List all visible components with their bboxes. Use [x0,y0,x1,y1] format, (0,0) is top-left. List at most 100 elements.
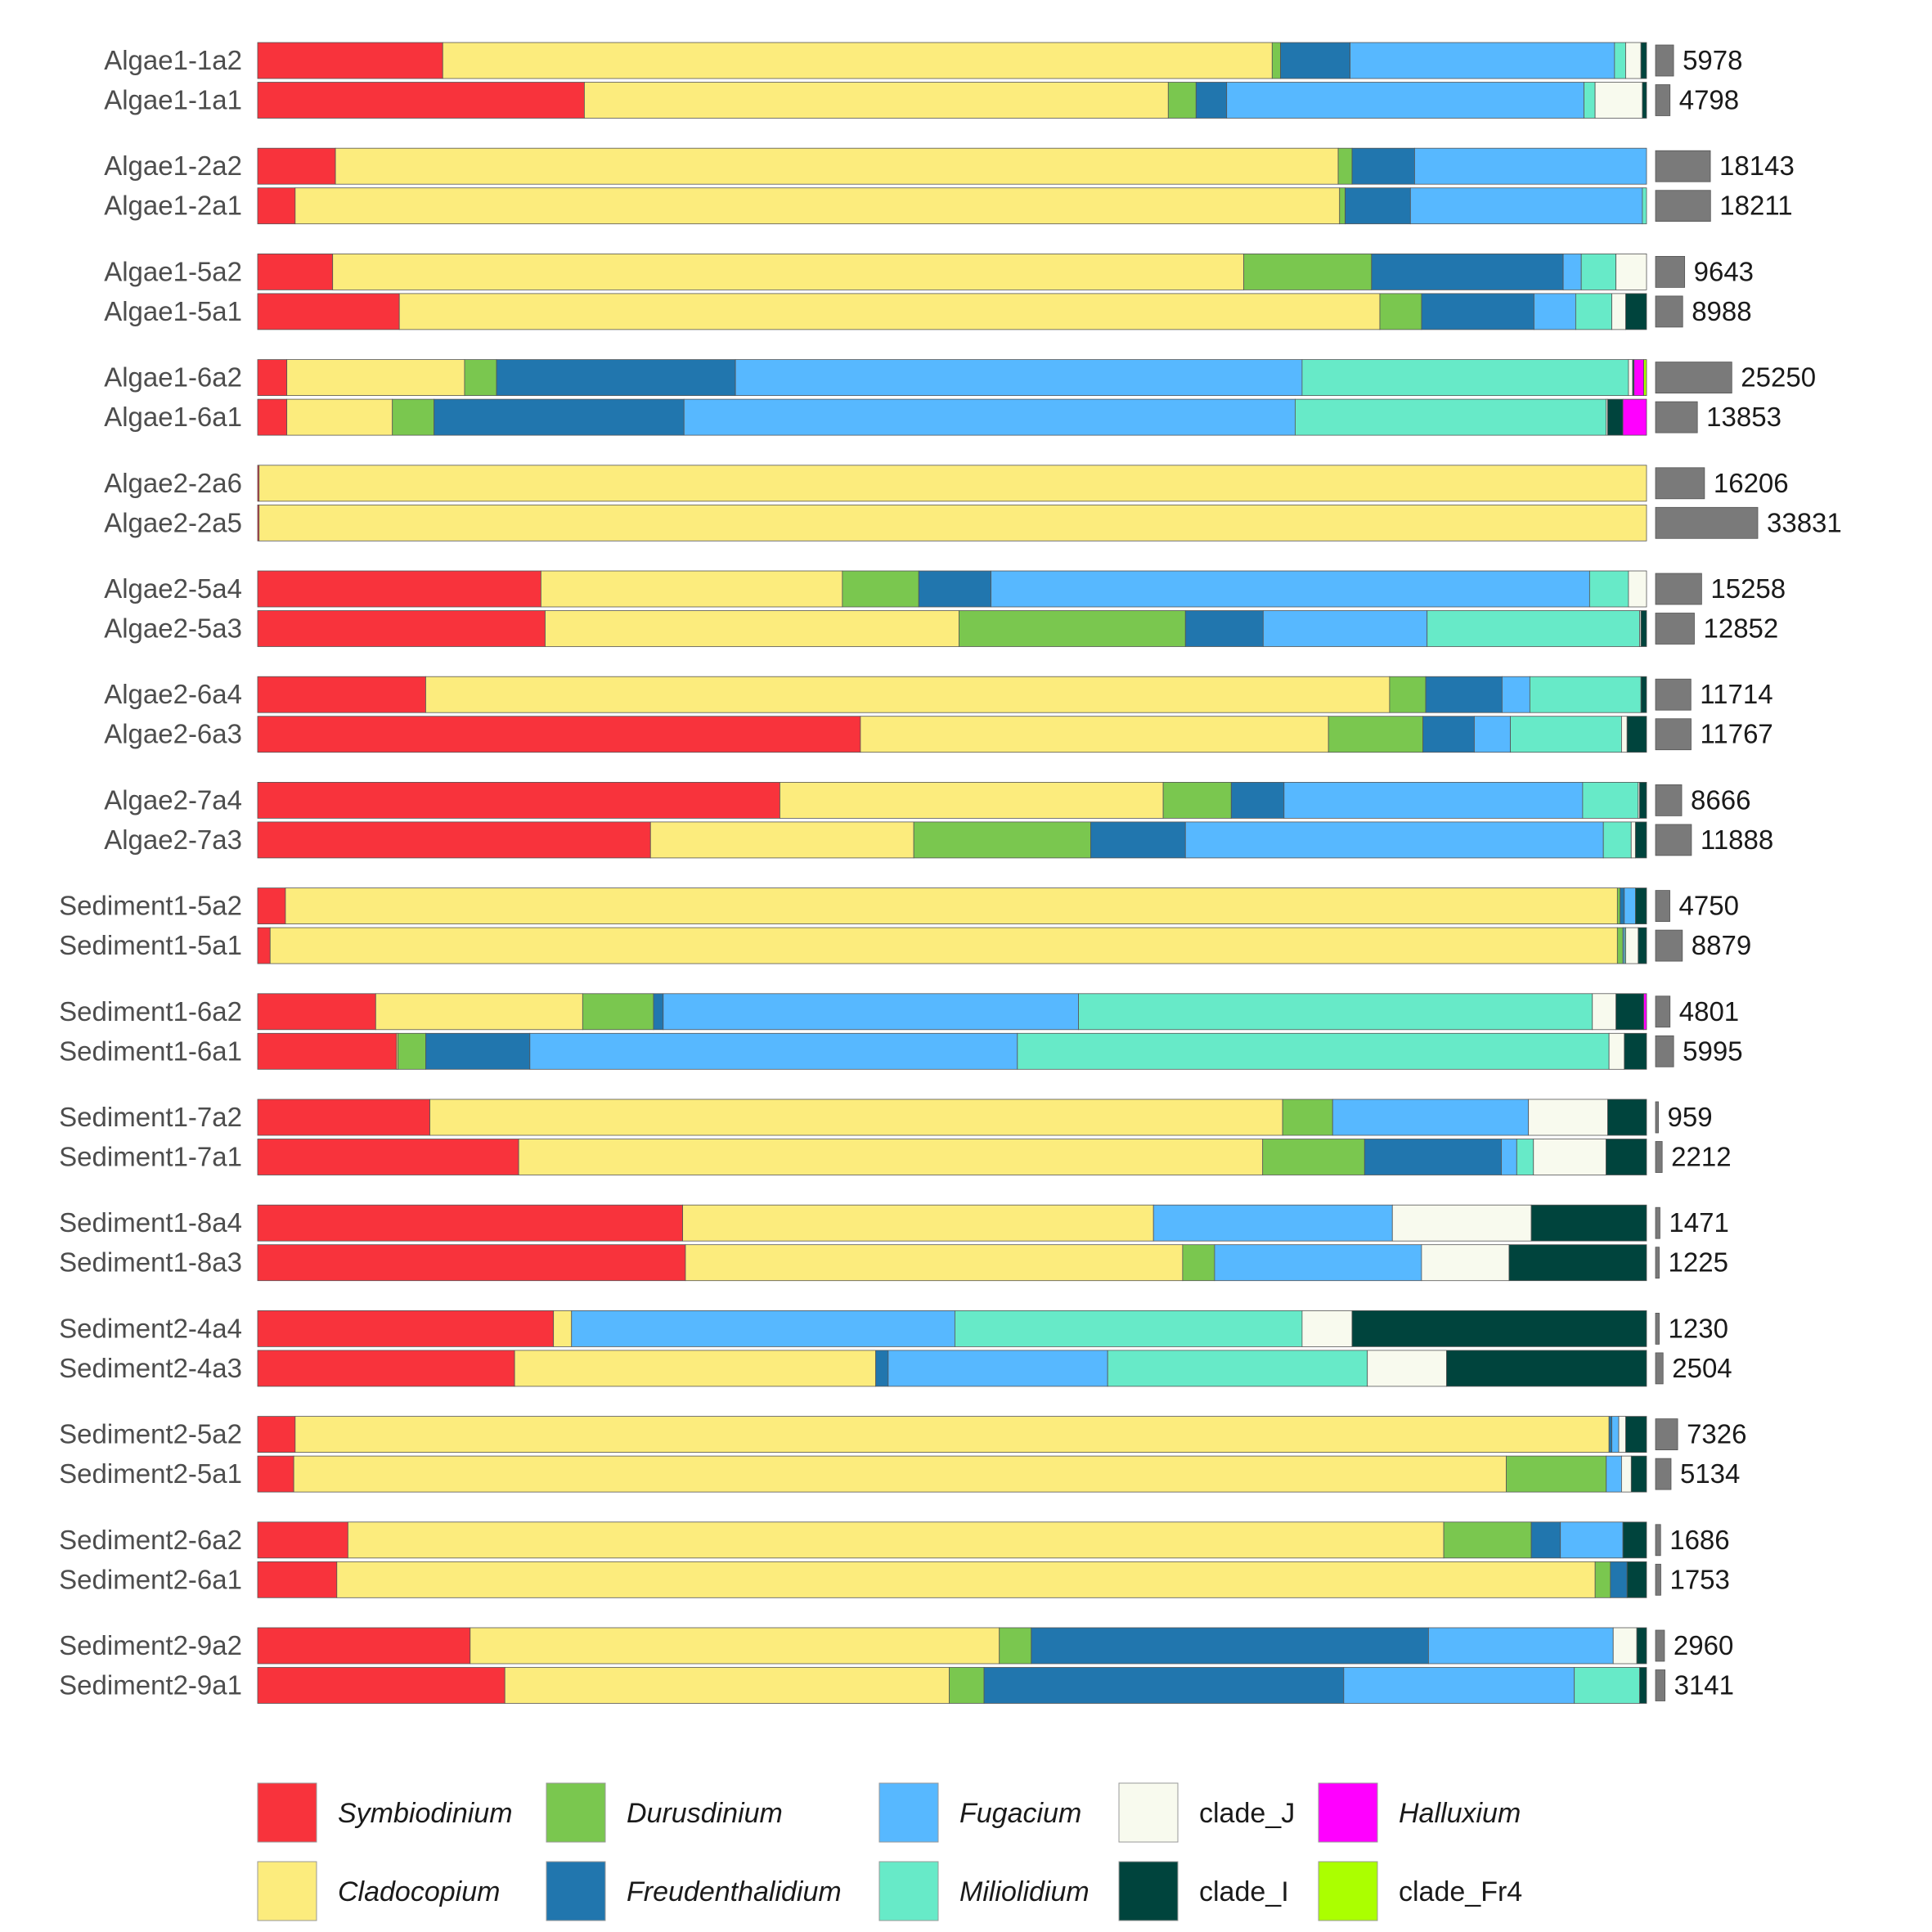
bar-segment-clade_j [1630,821,1636,859]
bar-segment-fugacium [1214,1244,1422,1282]
bar-segment-clade_i [1638,927,1647,964]
bar-segment-miliolidium [1078,993,1593,1031]
bar-segment-clade_j [1612,1627,1638,1665]
bar-segment-freudenthalidium [1184,610,1264,647]
count-label: 959 [1668,1102,1713,1132]
count-bar [1655,678,1692,711]
bar-segment-cladocopium [294,1416,1610,1453]
bar-segment-miliolidium [1614,42,1626,79]
sample-label: Sediment1-6a2 [59,996,242,1027]
bar-segment-clade_i [1640,42,1647,79]
legend-item: clade_Fr4 [1318,1861,1522,1921]
count-bar [1655,150,1711,182]
bar-segment-cladocopium [860,716,1329,753]
count-bar [1655,1669,1666,1701]
count-label: 3141 [1674,1670,1734,1701]
count-bar [1655,1101,1659,1134]
bar-segment-miliolidium [1580,253,1617,290]
sample-label: Algae1-6a1 [104,402,242,432]
bar-segment-clade_i [1642,82,1647,119]
count-label: 2504 [1672,1353,1732,1383]
bar-segment-clade_j [1301,1310,1353,1347]
bar-segment-freudenthalidium [1608,1416,1612,1453]
bar-segment-symbiodinium [257,1521,348,1559]
bar-segment-cladocopium [258,465,1647,502]
sample-label: Sediment2-9a2 [59,1630,242,1660]
count-bar [1655,255,1686,288]
legend-item: Fugacium [878,1782,1081,1843]
bar-segment-freudenthalidium [1425,676,1503,713]
sample-row: Algae2-7a4 8666 [104,782,1750,819]
bar-segment-freudenthalidium [875,1350,889,1387]
bar-segment-durusdinium [1443,1521,1532,1559]
bar-segment-symbiodinium [257,1204,683,1242]
bar-segment-fugacium [1611,1416,1620,1453]
bar-segment-freudenthalidium [1610,1561,1628,1598]
bar-segment-durusdinium [1282,1099,1333,1136]
count-label: 4798 [1679,85,1739,115]
bar-segment-durusdinium [959,610,1186,647]
bar-segment-clade_j [1611,293,1626,330]
sample-row: Algae1-6a1 13853 [104,398,1781,436]
bar-segment-cladocopium [347,1521,1445,1559]
bar-segment-symbiodinium [257,821,651,859]
bar-segment-durusdinium [1616,927,1624,964]
bar-segment-cladocopium [335,147,1339,185]
bar-segment-freudenthalidium [1620,887,1625,924]
bar-segment-clade_i [1446,1350,1647,1387]
bar-segment-symbiodinium [257,1667,505,1704]
bar-segment-halluxium [1622,398,1647,436]
bar-segment-durusdinium [582,993,654,1031]
bar-segment-fugacium [529,1032,1018,1070]
bar-segment-fugacium [571,1310,955,1347]
legend-label: Miliolidium [959,1876,1090,1907]
legend-item: Miliolidium [878,1861,1090,1921]
bar-segment-durusdinium [1243,253,1373,290]
bar-segment-symbiodinium [257,1139,519,1175]
sample-row: Algae2-7a3 11888 [104,821,1773,859]
bar-segment-miliolidium [1295,398,1607,436]
bar-segment-clade_j [1533,1139,1606,1175]
count-label: 4750 [1679,891,1739,921]
bar-segment-symbiodinium [257,927,271,964]
count-label: 1753 [1669,1564,1729,1594]
bar-segment-fugacium [1502,676,1530,713]
bar-segment-freudenthalidium [434,398,685,436]
legend-label: Fugacium [959,1798,1081,1829]
bar-segment-clade_i [1640,676,1647,713]
legend-label: clade_J [1199,1798,1295,1829]
sample-row: Sediment2-5a1 5134 [59,1455,1740,1493]
count-bar [1655,1313,1660,1345]
bar-segment-durusdinium [999,1627,1032,1665]
bar-segment-durusdinium [1262,1139,1365,1175]
sample-row: Algae2-6a4 11714 [104,676,1773,713]
bar-segment-fugacium [887,1350,1108,1387]
sample-row: Sediment1-7a1 2212 [59,1139,1732,1175]
bar-segment-cladocopium [286,359,465,397]
count-label: 2212 [1671,1142,1731,1172]
count-bar [1655,1352,1664,1385]
bar-segment-miliolidium [1574,1667,1640,1704]
bar-segment-freudenthalidium [1421,293,1534,330]
bar-segment-freudenthalidium [496,359,736,397]
bar-segment-durusdinium [398,1032,426,1070]
bar-segment-fugacium [1428,1627,1614,1665]
sample-row: Sediment2-6a2 1686 [59,1521,1730,1559]
bar-segment-clade_i [1530,1204,1647,1242]
bar-segment-cladocopium [545,610,959,647]
legend-swatch [546,1861,606,1921]
bar-rows: Algae1-1a2 5978 Algae1-1a1 4798 Algae1-2a2 18… [59,42,1842,1704]
bar-segment-miliolidium [1582,782,1639,819]
bar-segment-durusdinium [1167,82,1197,119]
bar-segment-fugacium [735,359,1303,397]
bar-segment-durusdinium [1337,147,1353,185]
bar-segment-clade_i [1607,398,1624,436]
legend-swatch [257,1861,317,1921]
count-label: 7326 [1687,1419,1746,1449]
bar-segment-fugacium [1414,147,1647,185]
sample-row: Sediment1-8a3 1225 [59,1244,1728,1282]
bar-segment-symbiodinium [257,716,861,753]
count-bar [1655,1035,1674,1067]
bar-segment-symbiodinium [257,359,288,397]
bar-segment-cladocopium [285,887,1618,924]
